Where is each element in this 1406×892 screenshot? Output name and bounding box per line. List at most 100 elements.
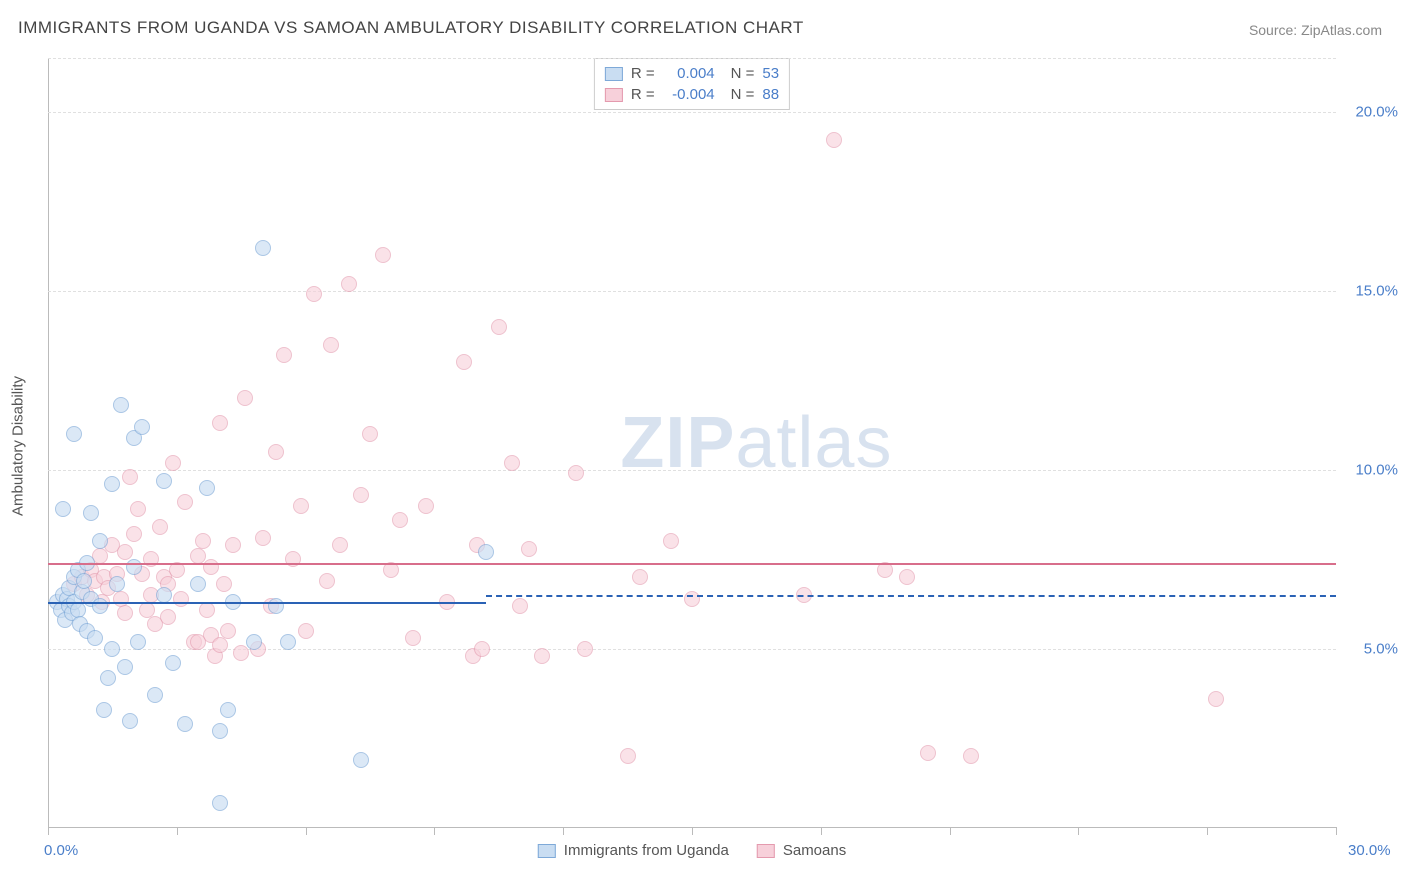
x-tick — [1207, 827, 1208, 835]
data-point-uganda — [156, 587, 172, 603]
data-point-samoan — [293, 498, 309, 514]
data-point-uganda — [92, 598, 108, 614]
data-point-samoan — [418, 498, 434, 514]
gridline — [48, 291, 1336, 292]
data-point-samoan — [405, 630, 421, 646]
gridline — [48, 112, 1336, 113]
data-point-uganda — [199, 480, 215, 496]
data-point-uganda — [478, 544, 494, 560]
data-point-uganda — [190, 576, 206, 592]
x-tick — [48, 827, 49, 835]
y-tick-label: 20.0% — [1338, 103, 1398, 120]
data-point-samoan — [353, 487, 369, 503]
regression-line-uganda — [48, 602, 486, 604]
data-point-uganda — [280, 634, 296, 650]
x-tick — [821, 827, 822, 835]
x-tick — [692, 827, 693, 835]
legend-label-samoan: Samoans — [783, 842, 846, 859]
data-point-samoan — [332, 537, 348, 553]
data-point-samoan — [298, 623, 314, 639]
y-axis-label: Ambulatory Disability — [10, 376, 27, 516]
data-point-uganda — [212, 795, 228, 811]
x-tick — [1336, 827, 1337, 835]
y-tick-label: 10.0% — [1338, 461, 1398, 478]
data-point-samoan — [177, 494, 193, 510]
correlation-stats-box: R = 0.004 N = 53 R = -0.004 N = 88 — [594, 58, 790, 110]
stats-r-label: R = — [631, 63, 655, 84]
y-tick-label: 5.0% — [1338, 640, 1398, 657]
gridline — [48, 470, 1336, 471]
x-tick-label-min: 0.0% — [44, 842, 78, 859]
data-point-samoan — [512, 598, 528, 614]
data-point-samoan — [474, 641, 490, 657]
data-point-uganda — [113, 397, 129, 413]
stats-n-label: N = — [731, 84, 755, 105]
data-point-uganda — [177, 716, 193, 732]
data-point-uganda — [104, 476, 120, 492]
data-point-samoan — [504, 455, 520, 471]
stats-n-value-uganda: 53 — [762, 63, 779, 84]
data-point-samoan — [632, 569, 648, 585]
stats-n-value-samoan: 88 — [762, 84, 779, 105]
data-point-samoan — [152, 519, 168, 535]
data-point-samoan — [684, 591, 700, 607]
data-point-samoan — [225, 537, 241, 553]
data-point-uganda — [147, 687, 163, 703]
data-point-samoan — [306, 286, 322, 302]
data-point-samoan — [341, 276, 357, 292]
x-tick — [950, 827, 951, 835]
data-point-uganda — [134, 419, 150, 435]
data-point-samoan — [392, 512, 408, 528]
stats-r-label: R = — [631, 84, 655, 105]
regression-line-samoan — [48, 563, 1336, 565]
data-point-samoan — [173, 591, 189, 607]
data-point-samoan — [126, 526, 142, 542]
data-point-samoan — [220, 623, 236, 639]
data-point-samoan — [456, 354, 472, 370]
data-point-uganda — [83, 505, 99, 521]
y-tick-label: 15.0% — [1338, 282, 1398, 299]
data-point-samoan — [117, 605, 133, 621]
data-point-samoan — [577, 641, 593, 657]
data-point-uganda — [117, 659, 133, 675]
data-point-samoan — [1208, 691, 1224, 707]
data-point-uganda — [165, 655, 181, 671]
data-point-uganda — [126, 559, 142, 575]
data-point-samoan — [143, 551, 159, 567]
legend-swatch-uganda — [538, 844, 556, 858]
data-point-samoan — [233, 645, 249, 661]
x-tick — [563, 827, 564, 835]
data-point-samoan — [237, 390, 253, 406]
legend-swatch-samoan — [757, 844, 775, 858]
data-point-samoan — [920, 745, 936, 761]
legend-item-uganda: Immigrants from Uganda — [538, 842, 729, 859]
data-point-samoan — [285, 551, 301, 567]
x-tick — [306, 827, 307, 835]
data-point-uganda — [255, 240, 271, 256]
data-point-samoan — [491, 319, 507, 335]
data-point-samoan — [963, 748, 979, 764]
stats-swatch-samoan — [605, 88, 623, 102]
data-point-samoan — [130, 501, 146, 517]
data-point-uganda — [212, 723, 228, 739]
data-point-samoan — [216, 576, 232, 592]
data-point-samoan — [521, 541, 537, 557]
data-point-uganda — [220, 702, 236, 718]
data-point-uganda — [109, 576, 125, 592]
data-point-samoan — [362, 426, 378, 442]
data-point-uganda — [130, 634, 146, 650]
data-point-uganda — [87, 630, 103, 646]
data-point-samoan — [276, 347, 292, 363]
data-point-uganda — [76, 573, 92, 589]
data-point-uganda — [96, 702, 112, 718]
stats-row-uganda: R = 0.004 N = 53 — [605, 63, 779, 84]
data-point-samoan — [826, 132, 842, 148]
data-point-samoan — [663, 533, 679, 549]
data-point-samoan — [255, 530, 271, 546]
data-point-samoan — [323, 337, 339, 353]
legend-item-samoan: Samoans — [757, 842, 846, 859]
stats-r-value-samoan: -0.004 — [663, 84, 715, 105]
y-axis-line — [48, 58, 49, 827]
data-point-samoan — [899, 569, 915, 585]
series-legend: Immigrants from Uganda Samoans — [538, 842, 846, 859]
